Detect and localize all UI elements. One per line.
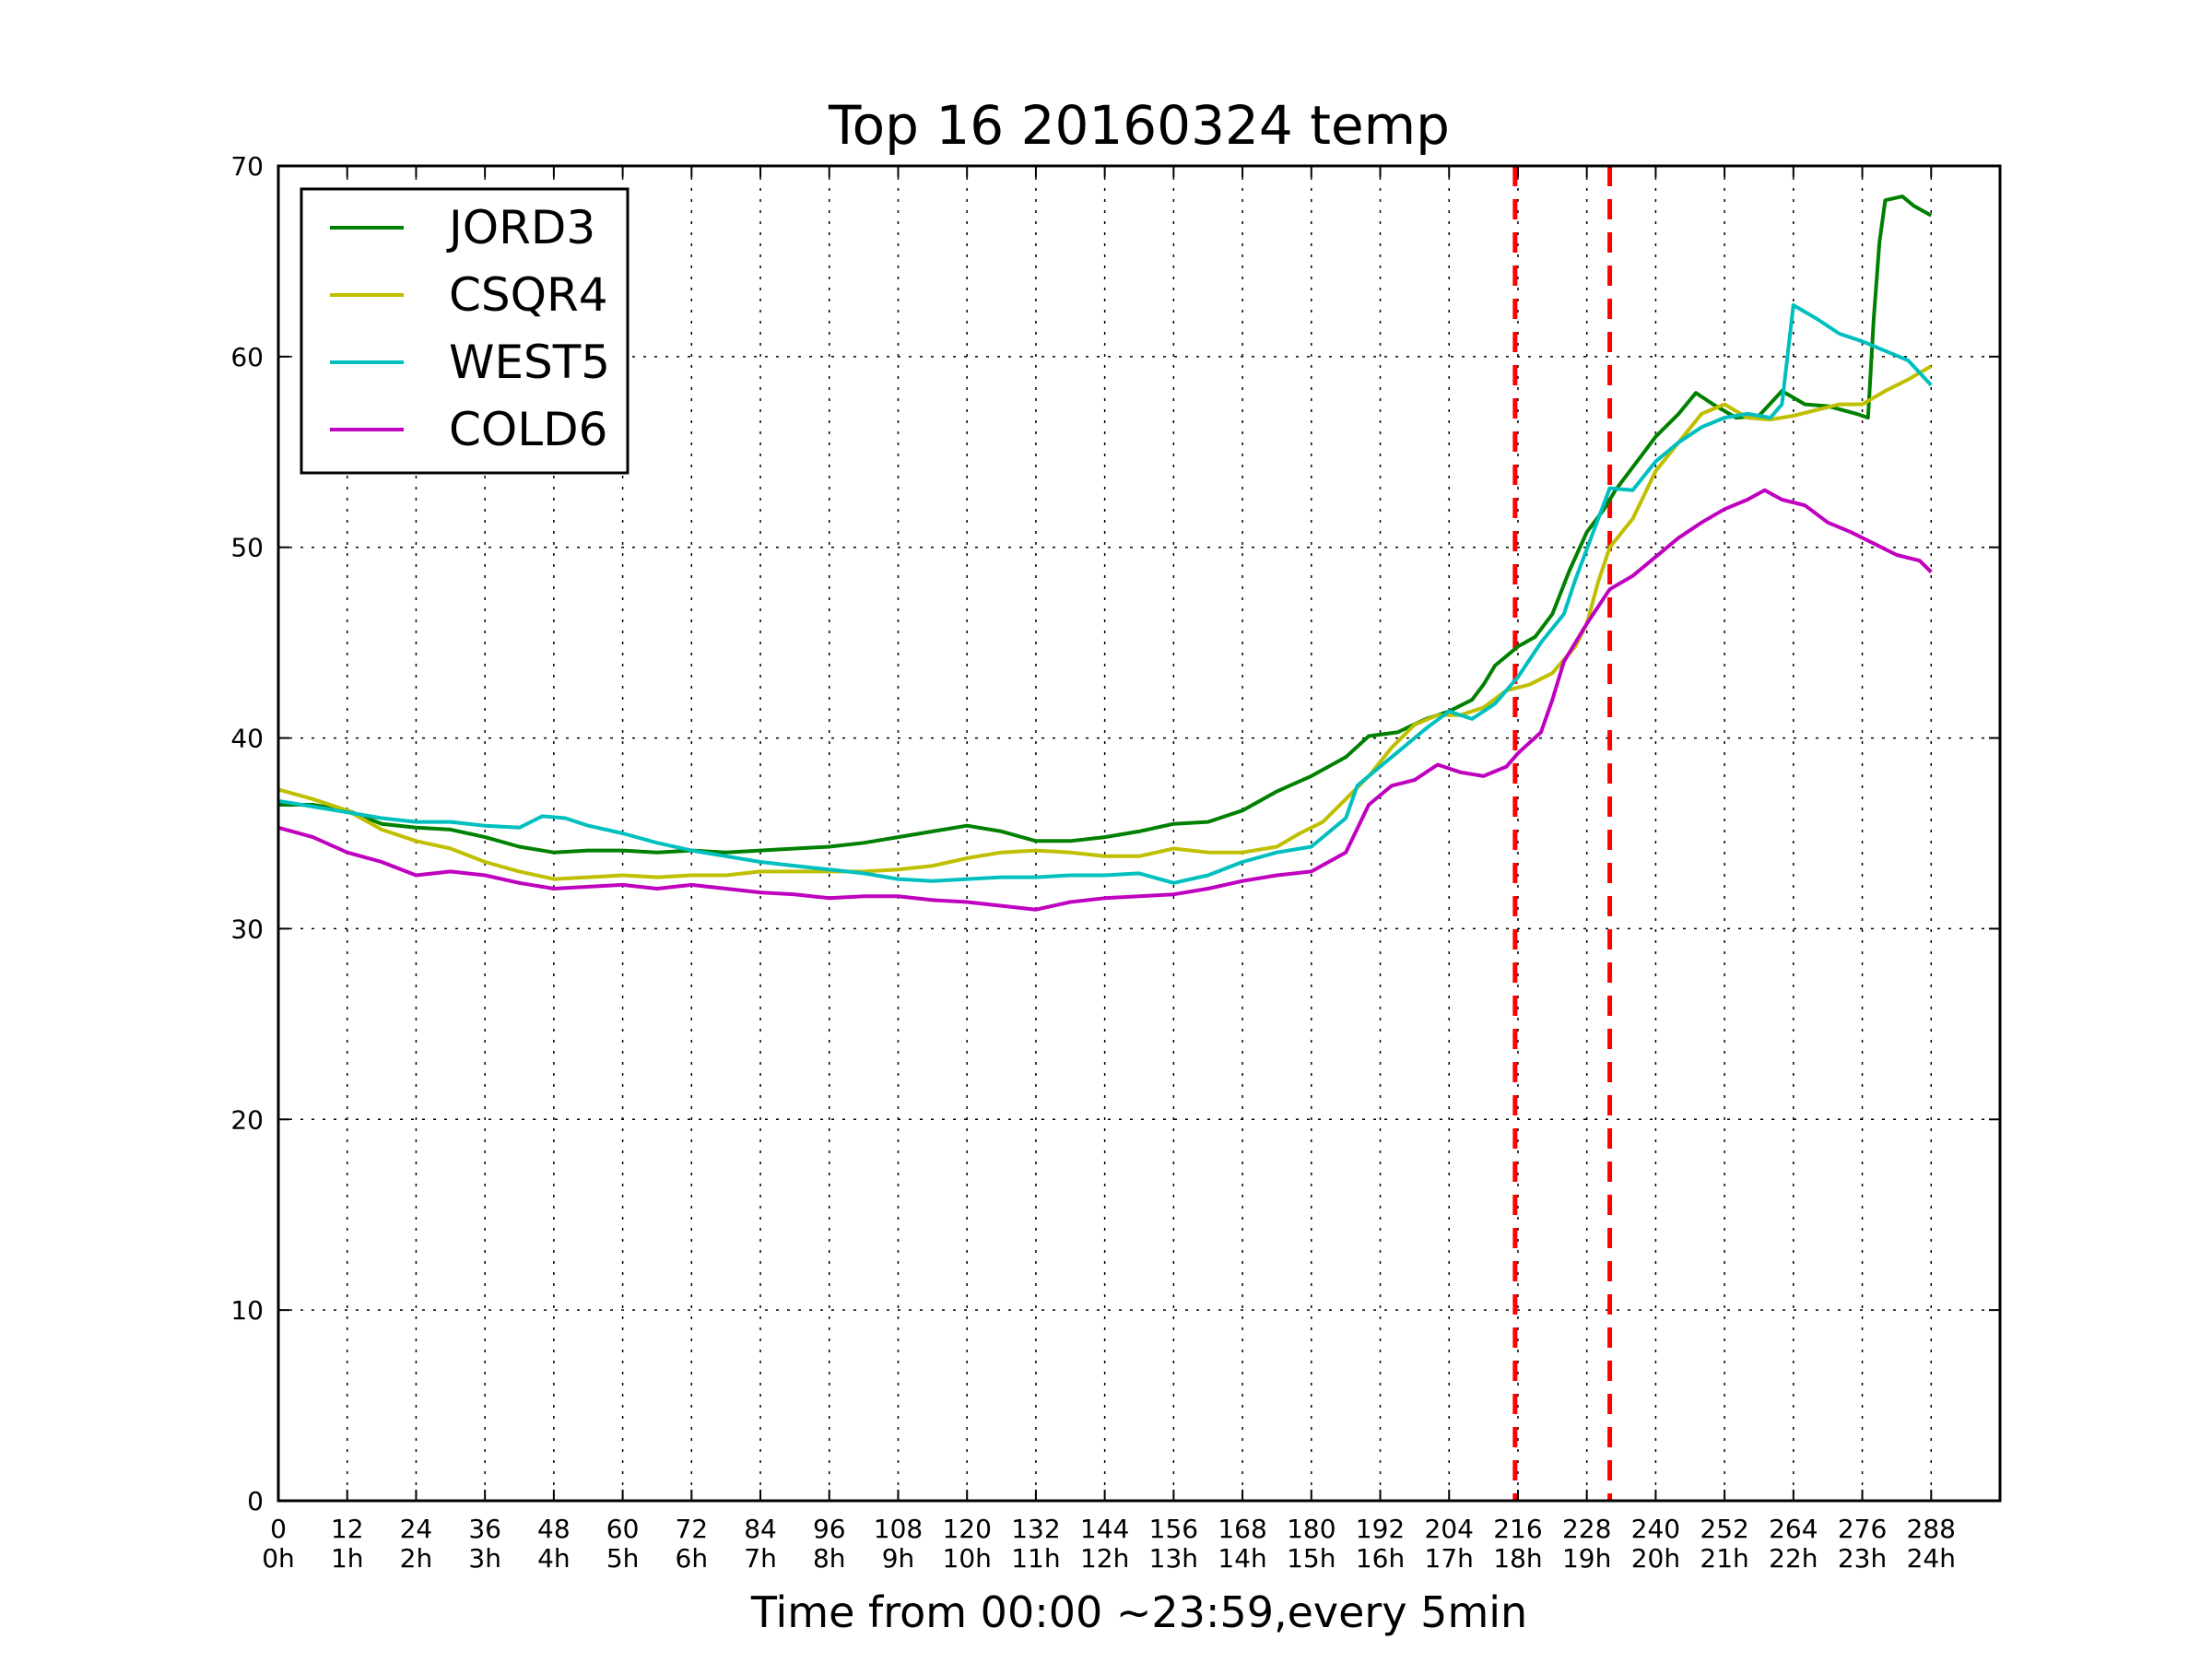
x-tick-sublabel: 2h — [400, 1543, 433, 1574]
x-tick-label: 252 — [1700, 1514, 1748, 1544]
legend-label-cold6: COLD6 — [449, 403, 607, 456]
x-tick-sublabel: 1h — [331, 1543, 364, 1574]
x-tick-sublabel: 3h — [468, 1543, 501, 1574]
x-tick-label: 156 — [1149, 1514, 1198, 1544]
x-tick-sublabel: 4h — [537, 1543, 571, 1574]
x-tick-sublabel: 15h — [1287, 1543, 1335, 1574]
x-tick-sublabel: 7h — [744, 1543, 777, 1574]
x-tick-label: 132 — [1011, 1514, 1060, 1544]
x-tick-label: 60 — [606, 1514, 640, 1544]
legend: JORD3 CSQR4 WEST5 COLD6 — [300, 187, 629, 475]
y-tick-label: 0 — [247, 1486, 264, 1516]
x-tick-label: 180 — [1287, 1514, 1335, 1544]
x-tick-sublabel: 17h — [1425, 1543, 1474, 1574]
series-layer — [277, 195, 1933, 912]
x-axis-label: Time from 00:00 ~23:59,every 5min — [750, 1587, 1527, 1637]
x-tick-label: 108 — [874, 1514, 923, 1544]
series-line-cold6 — [277, 488, 1933, 912]
x-tick-label: 96 — [813, 1514, 846, 1544]
x-tick-sublabel: 21h — [1700, 1543, 1748, 1574]
x-tick-label: 36 — [468, 1514, 501, 1544]
x-tick-label: 264 — [1769, 1514, 1818, 1544]
x-tick-sublabel: 13h — [1149, 1543, 1198, 1574]
y-tick-label: 60 — [230, 342, 264, 372]
x-tick-sublabel: 5h — [606, 1543, 640, 1574]
x-tick-sublabel: 12h — [1080, 1543, 1129, 1574]
legend-label-csqr4: CSQR4 — [449, 268, 608, 322]
x-tick-label: 12 — [331, 1514, 364, 1544]
x-tick-sublabel: 8h — [813, 1543, 846, 1574]
x-tick-label: 0 — [270, 1514, 287, 1544]
series-line-west5 — [277, 303, 1933, 885]
legend-box — [300, 187, 629, 475]
y-tick-label: 20 — [230, 1104, 264, 1135]
plot-frame — [276, 164, 2002, 1503]
x-tick-label: 144 — [1080, 1514, 1129, 1544]
x-tick-label: 216 — [1493, 1514, 1542, 1544]
y-tick-label: 50 — [230, 533, 264, 563]
x-tick-sublabel: 19h — [1562, 1543, 1611, 1574]
x-tick-label: 240 — [1631, 1514, 1680, 1544]
chart-title: Top 16 20160324 temp — [828, 94, 1450, 157]
x-tick-sublabel: 20h — [1631, 1543, 1680, 1574]
x-tick-sublabel: 22h — [1769, 1543, 1818, 1574]
x-tick-sublabel: 10h — [943, 1543, 992, 1574]
x-tick-sublabel: 11h — [1011, 1543, 1060, 1574]
series-line-jord3 — [278, 195, 1933, 855]
x-tick-sublabel: 18h — [1493, 1543, 1542, 1574]
x-tick-label: 276 — [1838, 1514, 1887, 1544]
x-tick-sublabel: 23h — [1838, 1543, 1887, 1574]
x-tick-label: 192 — [1356, 1514, 1405, 1544]
x-tick-sublabel: 9h — [882, 1543, 915, 1574]
x-tick-label: 24 — [400, 1514, 433, 1544]
y-tick-label: 10 — [230, 1295, 264, 1326]
tick-layer: 00h121h242h363h484h605h726h847h968h1089h… — [230, 151, 2000, 1574]
x-tick-sublabel: 24h — [1907, 1543, 1956, 1574]
x-tick-label: 72 — [675, 1514, 708, 1544]
x-tick-label: 84 — [744, 1514, 777, 1544]
y-tick-label: 30 — [230, 914, 264, 944]
x-tick-label: 228 — [1562, 1514, 1611, 1544]
x-tick-label: 168 — [1218, 1514, 1266, 1544]
x-tick-label: 288 — [1907, 1514, 1956, 1544]
reference-lines — [1512, 166, 1613, 1501]
x-tick-label: 204 — [1425, 1514, 1474, 1544]
x-tick-sublabel: 14h — [1218, 1543, 1266, 1574]
x-tick-sublabel: 0h — [262, 1543, 295, 1574]
x-tick-sublabel: 6h — [676, 1543, 709, 1574]
x-tick-sublabel: 16h — [1356, 1543, 1405, 1574]
series-line-csqr4 — [277, 364, 1933, 881]
legend-label-jord3: JORD3 — [446, 201, 595, 254]
x-tick-label: 48 — [537, 1514, 571, 1544]
y-tick-label: 40 — [230, 724, 264, 754]
y-tick-label: 70 — [230, 151, 264, 182]
legend-label-west5: WEST5 — [449, 336, 610, 389]
x-tick-label: 120 — [942, 1514, 991, 1544]
